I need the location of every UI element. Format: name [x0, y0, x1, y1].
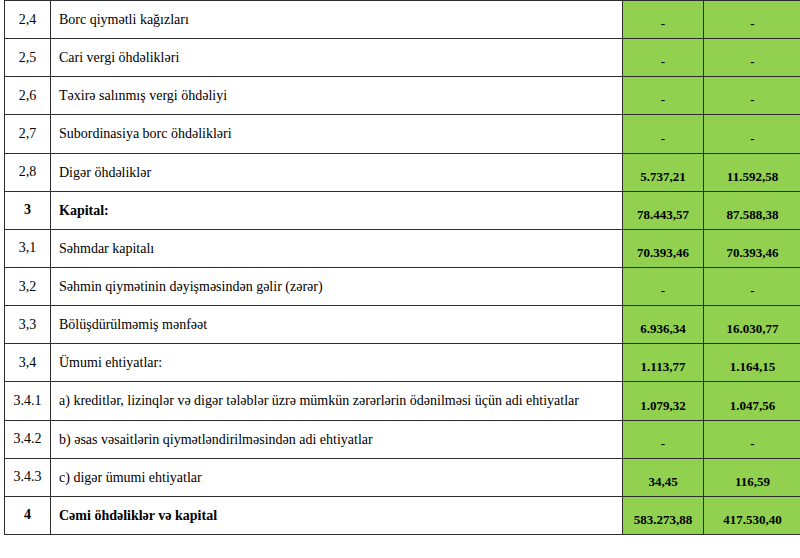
financial-statement-page: 2,4 Borc qiymətli kağızları - - 2,5 Cari…: [0, 0, 800, 558]
row-number-cell: 3: [5, 192, 51, 230]
balance-sheet-table: 2,4 Borc qiymətli kağızları - - 2,5 Cari…: [4, 0, 800, 535]
value-col1-cell: 34,45: [623, 459, 704, 497]
table-row: 2,5 Cari vergi öhdəlikləri - -: [5, 39, 800, 77]
value-col2-cell: -: [704, 39, 800, 77]
row-number-cell: 3,3: [5, 306, 51, 344]
table-row: 3,2 Səhmin qiymətinin dəyişməsindən gəli…: [5, 268, 800, 306]
table-row-section-total: 3 Kapital: 78.443,57 87.588,38: [5, 192, 800, 230]
table-row: 2,4 Borc qiymətli kağızları - -: [5, 1, 800, 39]
row-number-cell: 2,5: [5, 39, 51, 77]
row-number-cell: 3,4: [5, 344, 51, 382]
table-row: 3,4 Ümumi ehtiyatlar: 1.113,77 1.164,15: [5, 344, 800, 382]
value-col2-cell: 1.164,15: [704, 344, 800, 382]
description-cell: Borc qiymətli kağızları: [51, 1, 623, 39]
value-col1-cell: 70.393,46: [623, 230, 704, 268]
value-col1-cell: -: [623, 421, 704, 459]
description-cell: Ümumi ehtiyatlar:: [51, 344, 623, 382]
value-col2-cell: -: [704, 1, 800, 39]
value-col2-cell: -: [704, 268, 800, 306]
table-row: 2,8 Digər öhdəliklər 5.737,21 11.592,58: [5, 154, 800, 192]
row-number-cell: 2,8: [5, 154, 51, 192]
description-cell: Təxirə salınmış vergi öhdəliyi: [51, 77, 623, 115]
value-col1-cell: -: [623, 268, 704, 306]
table-row: 2,6 Təxirə salınmış vergi öhdəliyi - -: [5, 77, 800, 115]
table-row: 3.4.3 c) digər ümumi ehtiyatlar 34,45 11…: [5, 459, 800, 497]
row-number-cell: 4: [5, 497, 51, 535]
value-col1-cell: -: [623, 77, 704, 115]
value-col2-cell: 1.047,56: [704, 382, 800, 420]
table-row-grand-total: 4 Cəmi öhdəliklər və kapital 583.273,88 …: [5, 497, 800, 535]
value-col2-cell: 16.030,77: [704, 306, 800, 344]
row-number-cell: 3.4.2: [5, 421, 51, 459]
row-number-cell: 3.4.1: [5, 382, 51, 420]
table-row: 3,1 Səhmdar kapitalı 70.393,46 70.393,46: [5, 230, 800, 268]
value-col2-cell: 11.592,58: [704, 154, 800, 192]
table-row: 3,3 Bölüşdürülməmiş mənfəət 6.936,34 16.…: [5, 306, 800, 344]
table-row: 2,7 Subordinasiya borc öhdəlikləri - -: [5, 115, 800, 153]
row-number-cell: 2,4: [5, 1, 51, 39]
row-number-cell: 3,2: [5, 268, 51, 306]
value-col1-cell: 583.273,88: [623, 497, 704, 535]
description-cell: c) digər ümumi ehtiyatlar: [51, 459, 623, 497]
value-col1-cell: 1.079,32: [623, 382, 704, 420]
value-col2-cell: -: [704, 77, 800, 115]
description-cell: Cəmi öhdəliklər və kapital: [51, 497, 623, 535]
value-col2-cell: 116,59: [704, 459, 800, 497]
value-col2-cell: -: [704, 115, 800, 153]
value-col2-cell: 417.530,40: [704, 497, 800, 535]
row-number-cell: 2,7: [5, 115, 51, 153]
row-number-cell: 3,1: [5, 230, 51, 268]
description-cell: a) kreditlər, lizinqlər və digər tələblə…: [51, 382, 623, 420]
value-col1-cell: 1.113,77: [623, 344, 704, 382]
description-cell: Cari vergi öhdəlikləri: [51, 39, 623, 77]
table-row: 3.4.1 a) kreditlər, lizinqlər və digər t…: [5, 382, 800, 420]
value-col2-cell: -: [704, 421, 800, 459]
value-col2-cell: 87.588,38: [704, 192, 800, 230]
description-cell: b) əsas vəsaitlərin qiymətləndirilməsind…: [51, 421, 623, 459]
description-cell: Digər öhdəliklər: [51, 154, 623, 192]
description-cell: Səhmdar kapitalı: [51, 230, 623, 268]
description-cell: Səhmin qiymətinin dəyişməsindən gəlir (z…: [51, 268, 623, 306]
row-number-cell: 2,6: [5, 77, 51, 115]
row-number-cell: 3.4.3: [5, 459, 51, 497]
description-cell: Subordinasiya borc öhdəlikləri: [51, 115, 623, 153]
description-cell: Kapital:: [51, 192, 623, 230]
value-col1-cell: -: [623, 115, 704, 153]
value-col1-cell: -: [623, 39, 704, 77]
value-col1-cell: 6.936,34: [623, 306, 704, 344]
value-col1-cell: 78.443,57: [623, 192, 704, 230]
description-cell: Bölüşdürülməmiş mənfəət: [51, 306, 623, 344]
value-col1-cell: 5.737,21: [623, 154, 704, 192]
value-col2-cell: 70.393,46: [704, 230, 800, 268]
value-col1-cell: -: [623, 1, 704, 39]
table-row: 3.4.2 b) əsas vəsaitlərin qiymətləndiril…: [5, 421, 800, 459]
